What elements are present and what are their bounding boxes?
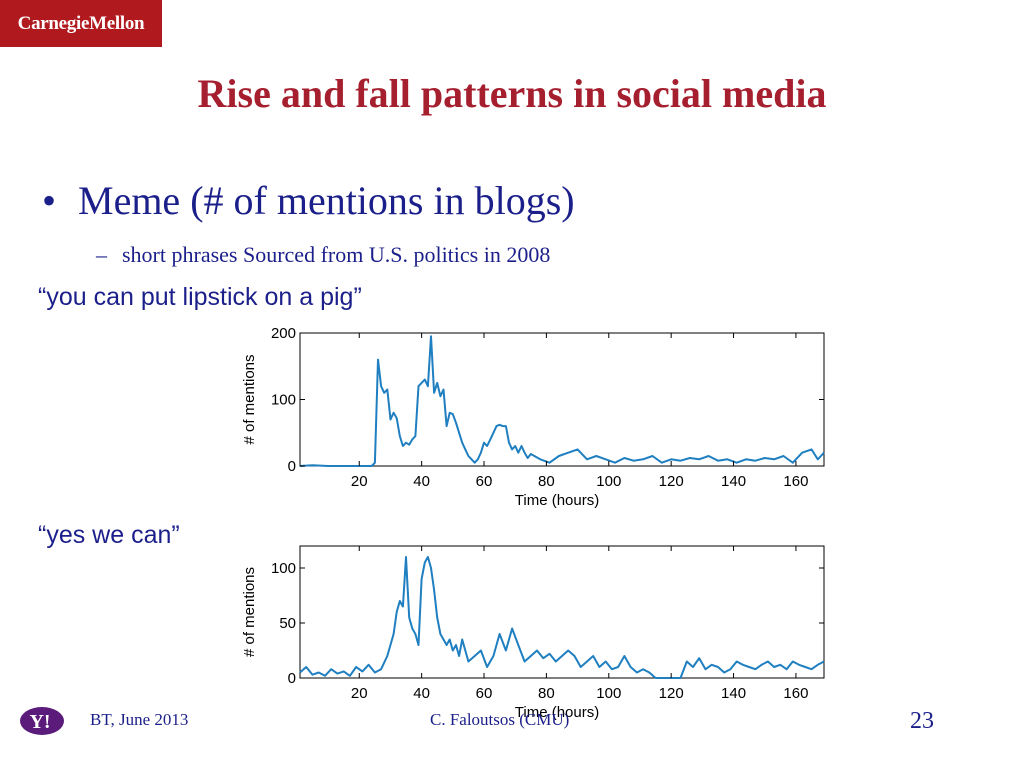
x-tick-label: 120: [659, 473, 684, 490]
bullet-text: Meme (# of mentions in blogs): [78, 178, 575, 223]
x-axis-label: Time (hours): [515, 704, 599, 721]
x-tick-label: 100: [596, 473, 621, 490]
x-tick-label: 60: [476, 473, 493, 490]
chart-yes-we-can: 20 40 60 80 100 120 140 160 0 50 100 Time (hours) # …: [241, 545, 825, 721]
bullet-meme: • Meme (# of mentions in blogs): [42, 177, 575, 224]
dash-icon: –: [96, 242, 107, 267]
footer-author: C. Faloutsos (CMU): [430, 710, 570, 729]
x-axis-label: Time (hours): [515, 492, 599, 509]
yahoo-logo: Y!: [20, 707, 64, 735]
plot-frame: [299, 332, 825, 467]
y-tick-label: 50: [279, 615, 296, 632]
y-tick-label: 100: [271, 392, 296, 409]
quote-yes-we-can: “yes we can”: [38, 521, 180, 549]
x-tick-label: 100: [596, 685, 621, 702]
x-tick-label: 120: [659, 685, 684, 702]
x-tick-label: 20: [351, 473, 368, 490]
x-tick-label: 40: [413, 473, 430, 490]
y-tick-label: 100: [271, 560, 296, 577]
footer-date: BT, June 2013: [90, 710, 189, 729]
y-tick-label: 200: [271, 325, 296, 342]
plot-frame: [299, 545, 825, 679]
chart-lipstick: 20 40 60 80 100 120 140 160 0 100 200 Time (hours) #…: [241, 325, 825, 509]
x-tick-label: 40: [413, 685, 430, 702]
quote-lipstick: “you can put lipstick on a pig”: [38, 283, 362, 311]
x-tick-label: 140: [721, 685, 746, 702]
sub-bullet: – short phrases Sourced from U.S. politic…: [96, 242, 550, 268]
x-tick-label: 80: [538, 473, 555, 490]
carnegie-mellon-logo: CarnegieMellon: [0, 0, 162, 47]
x-tick-label: 20: [351, 685, 368, 702]
x-tick-label: 60: [476, 685, 493, 702]
y-axis-label: # of mentions: [241, 567, 258, 657]
yahoo-mark: Y!: [29, 711, 50, 733]
x-tick-label: 80: [538, 685, 555, 702]
y-tick-label: 0: [288, 670, 296, 687]
y-tick-label: 0: [288, 458, 296, 475]
slide-title: Rise and fall patterns in social media: [197, 71, 827, 116]
sub-bullet-text: short phrases Sourced from U.S. politics…: [122, 242, 551, 267]
x-tick-label: 160: [783, 685, 808, 702]
bullet-dot-icon: •: [42, 178, 57, 223]
page-number: 23: [910, 708, 934, 734]
series-line: [299, 556, 825, 679]
y-axis-label: # of mentions: [241, 354, 258, 444]
x-tick-label: 160: [783, 473, 808, 490]
x-tick-label: 140: [721, 473, 746, 490]
series-line: [299, 335, 825, 467]
